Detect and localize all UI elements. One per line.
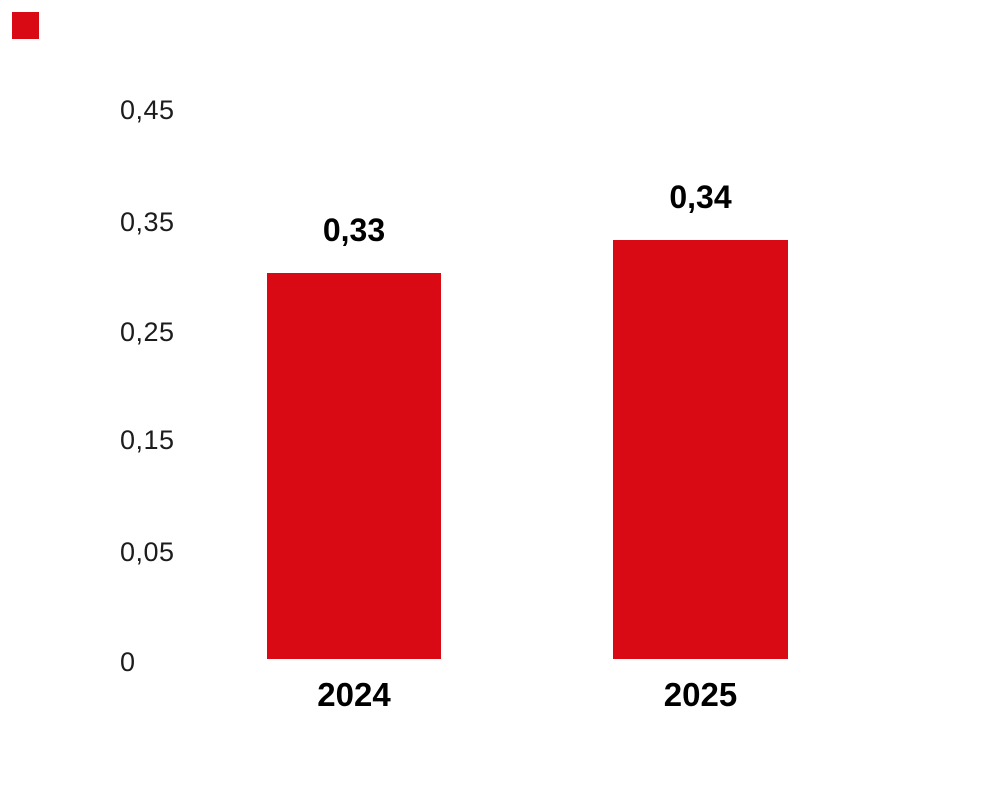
bar-2025[interactable]: [613, 240, 788, 659]
y-tick-label: 0,15: [120, 425, 175, 455]
x-category-label: 2025: [663, 676, 738, 713]
y-tick-label: 0,35: [120, 207, 175, 237]
bar-2024[interactable]: [267, 273, 441, 659]
y-tick-label: 0,05: [120, 537, 175, 567]
y-tick-label: 0: [120, 647, 136, 677]
bar-value-label: 0,34: [669, 179, 732, 215]
bar-value-label: 0,33: [322, 212, 386, 248]
legend-series-marker[interactable]: [12, 12, 39, 39]
y-tick-label: 0,45: [120, 95, 175, 125]
x-category-label: 2024: [317, 676, 391, 713]
y-tick-label: 0,25: [120, 317, 175, 347]
